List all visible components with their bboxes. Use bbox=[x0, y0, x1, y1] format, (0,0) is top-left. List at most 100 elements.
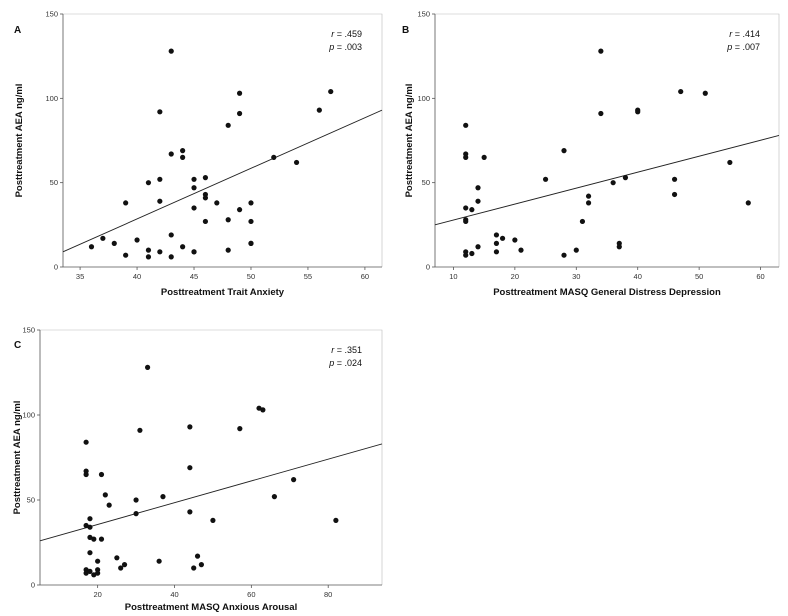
data-point bbox=[475, 244, 481, 250]
data-point bbox=[561, 148, 567, 154]
data-point bbox=[561, 252, 567, 258]
regression-line bbox=[62, 109, 383, 253]
data-point bbox=[91, 536, 97, 542]
y-tick-label: 100 bbox=[417, 94, 430, 103]
y-tick-label: 150 bbox=[45, 10, 58, 19]
data-point bbox=[475, 185, 481, 191]
p-symbol: p bbox=[328, 358, 334, 368]
data-point bbox=[95, 570, 101, 576]
panel-letter: C bbox=[14, 340, 21, 351]
r-symbol: r bbox=[331, 345, 335, 355]
data-point bbox=[98, 471, 105, 478]
data-point bbox=[106, 502, 112, 508]
data-point bbox=[191, 205, 197, 211]
x-tick-label: 80 bbox=[324, 590, 332, 599]
plot-frame bbox=[63, 13, 383, 267]
data-point bbox=[214, 200, 220, 206]
data-point bbox=[635, 109, 641, 115]
data-point bbox=[598, 48, 604, 54]
data-point bbox=[160, 494, 166, 500]
data-point bbox=[271, 494, 278, 500]
regression-line bbox=[434, 135, 780, 226]
y-tick-label: 100 bbox=[22, 411, 35, 420]
data-point bbox=[194, 553, 201, 559]
data-point bbox=[585, 193, 592, 199]
data-point bbox=[236, 207, 243, 213]
data-point bbox=[512, 237, 518, 243]
data-point bbox=[463, 122, 469, 128]
data-point bbox=[121, 562, 128, 568]
data-point bbox=[671, 191, 678, 198]
data-point bbox=[145, 254, 152, 260]
panel-letter: A bbox=[14, 25, 21, 36]
x-tick-label: 45 bbox=[190, 272, 198, 281]
data-point bbox=[475, 198, 481, 204]
data-point bbox=[123, 200, 129, 206]
y-tick-label: 50 bbox=[27, 496, 35, 505]
data-point bbox=[622, 175, 629, 181]
data-point bbox=[168, 254, 174, 260]
x-tick-label: 50 bbox=[695, 272, 703, 281]
data-point bbox=[499, 235, 506, 241]
data-point bbox=[493, 232, 500, 238]
data-point bbox=[187, 509, 193, 515]
y-tick-label: 150 bbox=[22, 326, 35, 335]
data-point bbox=[102, 492, 108, 498]
x-axis-label: Posttreatment Trait Anxiety bbox=[161, 287, 285, 298]
data-point bbox=[745, 200, 751, 206]
data-point bbox=[333, 517, 339, 524]
data-point bbox=[248, 218, 254, 225]
r-statistic: r = .459 bbox=[331, 29, 362, 39]
data-point bbox=[463, 218, 469, 225]
plot-frame bbox=[40, 329, 383, 585]
x-tick-label: 40 bbox=[133, 272, 141, 281]
p-value: = .007 bbox=[732, 42, 760, 52]
x-tick-label: 40 bbox=[170, 590, 178, 599]
data-point bbox=[83, 439, 89, 445]
p-symbol: p bbox=[726, 42, 732, 52]
data-point bbox=[145, 247, 152, 253]
data-point bbox=[157, 198, 163, 204]
data-point bbox=[493, 240, 500, 246]
data-point bbox=[180, 154, 186, 160]
x-tick-label: 50 bbox=[247, 272, 255, 281]
x-tick-label: 20 bbox=[511, 272, 519, 281]
data-point bbox=[585, 200, 592, 206]
data-point bbox=[87, 524, 93, 530]
data-point bbox=[260, 407, 266, 413]
x-tick-label: 60 bbox=[247, 590, 255, 599]
data-point bbox=[187, 465, 193, 471]
data-point bbox=[83, 471, 89, 478]
plot-frame bbox=[435, 13, 780, 267]
data-point bbox=[98, 536, 105, 542]
y-axis-label: Posttreatment AEA ng/ml bbox=[14, 84, 25, 198]
data-point bbox=[469, 207, 475, 213]
panel-a: 0 50 100 150 35 40 45 50 55 60 Posttreatment Trait… bbox=[14, 10, 383, 298]
data-point bbox=[168, 232, 174, 238]
data-point bbox=[573, 247, 579, 253]
data-point bbox=[202, 195, 209, 201]
data-point bbox=[271, 154, 277, 160]
data-point bbox=[202, 218, 209, 225]
data-point bbox=[133, 497, 139, 503]
y-axis-label: Posttreatment AEA ng/ml bbox=[404, 84, 415, 198]
data-point bbox=[144, 364, 151, 370]
y-tick-label: 0 bbox=[54, 263, 58, 272]
x-tick-label: 40 bbox=[634, 272, 642, 281]
data-point bbox=[202, 175, 209, 181]
p-value: = .024 bbox=[334, 358, 362, 368]
x-axis-label: Posttreatment MASQ Anxious Arousal bbox=[125, 602, 297, 613]
r-statistic: r = .414 bbox=[729, 29, 760, 39]
x-tick-label: 35 bbox=[76, 272, 84, 281]
data-point bbox=[180, 148, 186, 154]
y-tick-label: 150 bbox=[417, 10, 430, 19]
data-point bbox=[469, 250, 475, 257]
data-point bbox=[493, 249, 500, 255]
y-tick-label: 0 bbox=[426, 263, 430, 272]
data-point bbox=[111, 240, 117, 246]
data-point bbox=[225, 217, 231, 223]
data-point bbox=[328, 88, 334, 95]
data-point bbox=[616, 244, 622, 250]
p-statistic: p = .007 bbox=[726, 42, 760, 52]
